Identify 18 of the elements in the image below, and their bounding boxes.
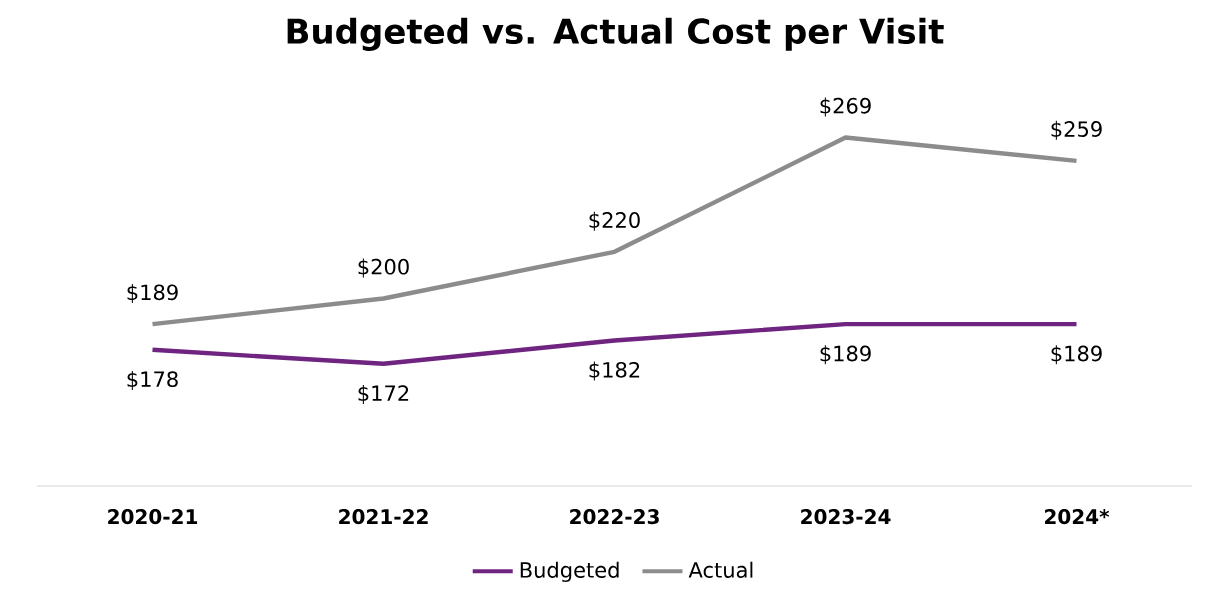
data-label: $189 (820, 345, 871, 365)
data-label: $178 (127, 370, 178, 390)
data-label: $189 (1051, 345, 1102, 365)
data-label: $220 (589, 211, 640, 231)
data-label: $259 (1051, 120, 1102, 140)
data-label: $172 (358, 384, 409, 404)
x-tick-label: 2023-24 (801, 509, 891, 525)
data-label: $200 (358, 258, 409, 278)
x-tick-label: 2022-23 (570, 509, 659, 525)
x-tick-label: 2021-22 (339, 509, 428, 525)
data-label: $182 (589, 361, 640, 381)
x-tick-label: 2020-21 (108, 509, 198, 525)
legend-label: Actual (688, 561, 753, 578)
x-tick-label: 2024* (1045, 509, 1110, 525)
data-label: $189 (127, 284, 178, 304)
chart-title: Budgeted vs. Actual Cost per Visit (287, 17, 944, 51)
data-label: $269 (820, 97, 871, 117)
legend-label: Budgeted (520, 561, 619, 582)
